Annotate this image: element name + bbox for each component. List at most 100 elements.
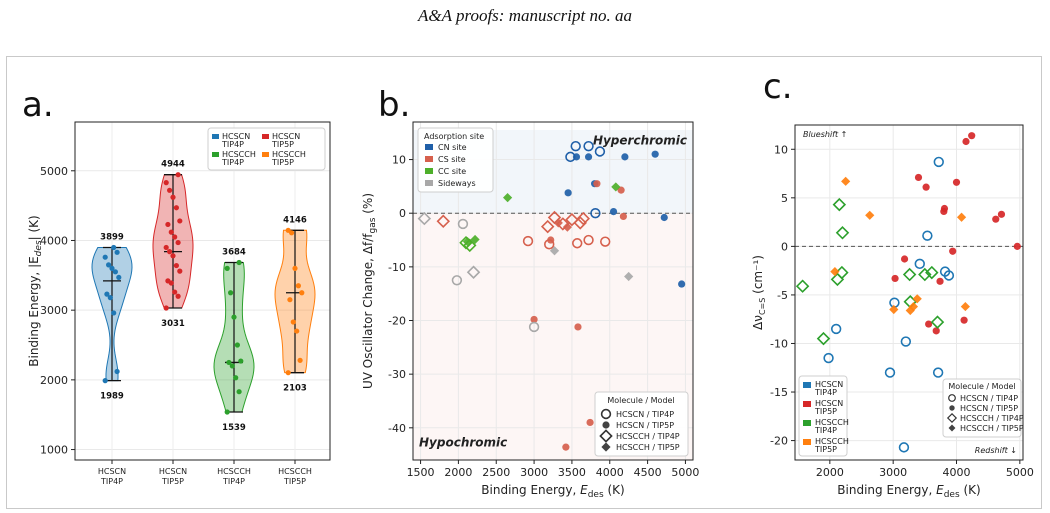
panel-b-label: b. [378, 85, 410, 125]
panel-b: b. Hyperchromic Hypochromic 1500 2000 2500 300… [361, 85, 699, 500]
data-point [1013, 242, 1021, 250]
hyperchromic-label: Hyperchromic [593, 134, 687, 148]
x-category-label-line: TIP5P [161, 477, 184, 486]
data-point [925, 320, 933, 328]
data-point [936, 277, 944, 285]
legend-label: HCSCN TIP4P [814, 380, 843, 397]
legend-box [207, 127, 326, 171]
data-point [163, 180, 169, 186]
data-point [572, 238, 583, 249]
x-axis-label-E: E [936, 483, 944, 497]
x-tick-label: 5000 [1006, 466, 1034, 479]
legend-label: HCSCN / TIP4P [960, 394, 1018, 403]
axes-frame [74, 121, 331, 461]
points-c [795, 132, 1021, 453]
legend-marker [946, 412, 958, 424]
data-point [960, 316, 968, 324]
data-point [576, 211, 591, 226]
x-category-label-line: TIP4P [222, 477, 245, 486]
legend-label: HCSCN / TIP5P [960, 404, 1018, 413]
y-tick-label: 10 [774, 143, 788, 156]
data-point [900, 255, 909, 263]
data-point [462, 237, 473, 247]
x-category-label-line: HCSCN [159, 467, 187, 476]
x-tick-label: 3500 [558, 466, 586, 479]
data-point [236, 389, 242, 395]
data-point [116, 274, 122, 281]
data-point [584, 153, 593, 161]
data-point [236, 259, 242, 266]
data-point [565, 212, 579, 227]
data-point [109, 265, 115, 271]
data-point [165, 278, 171, 284]
legend-label-line: TIP5P [271, 158, 294, 167]
data-point [956, 212, 967, 222]
figure-frame [6, 56, 1042, 509]
x-tick-label: 2000 [816, 466, 844, 479]
y-tick-label: -20 [770, 435, 788, 448]
data-point [233, 375, 239, 381]
legend-label: HCSCN / TIP5P [616, 421, 674, 430]
data-point [594, 146, 606, 157]
x-category-label: HCSCN TIP4P [98, 467, 126, 486]
data-point [583, 234, 594, 246]
data-point [228, 290, 234, 296]
x-tick-label: 4500 [634, 466, 662, 479]
data-point [795, 279, 810, 293]
legend-title: Adsorption site [424, 132, 484, 141]
y-axis-label: ΔνC=S (cm⁻¹) [751, 255, 767, 330]
legend-swatch [425, 144, 433, 150]
data-point [238, 358, 244, 364]
x-tick-label: 4000 [596, 466, 624, 479]
data-point [299, 290, 305, 296]
data-point [502, 193, 513, 203]
legend-label-line: HCSCCH [815, 418, 849, 427]
legend-box [594, 391, 689, 457]
data-point [466, 265, 481, 279]
data-point [295, 283, 301, 289]
data-point [229, 363, 235, 369]
max-label: 4944 [161, 160, 185, 170]
legend-label: HCSCCH / TIP5P [616, 443, 680, 452]
data-point [231, 314, 237, 320]
data-point [224, 409, 230, 415]
x-tick-label: 3000 [520, 466, 548, 479]
legend-label-line: TIP4P [814, 388, 837, 397]
x-axis-label: Binding Energy, Edes (K) [481, 483, 624, 500]
data-point [841, 176, 851, 186]
legend-marker [601, 442, 611, 452]
y-axis-label-unit: (cm⁻¹) [751, 255, 765, 298]
data-point [226, 359, 232, 366]
data-point [470, 234, 480, 245]
data-point [865, 210, 875, 220]
violin-2: 3684 1539 [213, 247, 255, 433]
legend-label: Sideways [438, 179, 476, 188]
legend-label-line: TIP5P [814, 407, 837, 416]
legend-swatch [425, 180, 433, 186]
legend-marker [948, 424, 956, 432]
legend-label: CS site [438, 155, 466, 164]
data-point [549, 246, 560, 256]
max-label: 3899 [100, 233, 124, 243]
blueshift-label: Blueshift ↑ [803, 130, 847, 139]
data-point [104, 291, 110, 297]
data-point [111, 310, 117, 316]
legend-label: CN site [438, 143, 467, 152]
legend-box [417, 127, 494, 193]
data-point [290, 319, 296, 325]
x-category-label-line: HCSCCH [217, 467, 251, 476]
data-point [943, 270, 955, 281]
y-tick-label: -5 [777, 289, 788, 302]
legend-marker [949, 405, 955, 411]
legend-swatch [212, 134, 219, 139]
y-tick-label: -40 [388, 422, 406, 435]
data-point [175, 239, 181, 246]
data-point [112, 269, 118, 275]
x-axis-label: Binding Energy, Edes (K) [837, 483, 980, 500]
data-point [528, 321, 540, 333]
data-point [617, 186, 625, 194]
legend-label: HCSCCH TIP5P [271, 150, 306, 167]
legend-sites: Adsorption site CN site CS site CC site Side… [417, 127, 494, 193]
